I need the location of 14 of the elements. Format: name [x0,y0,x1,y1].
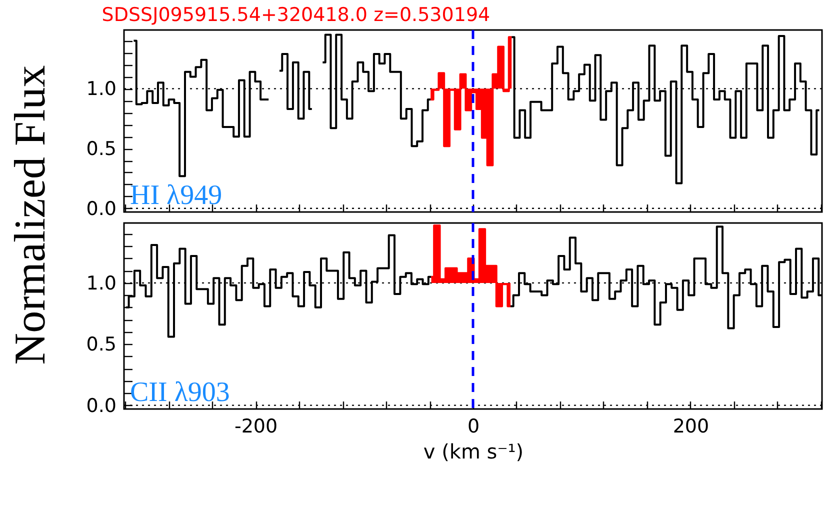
annotation: HI λ949 [130,180,222,211]
y-tick-label: 0.0 [86,198,116,220]
x-tick-label: 200 [672,416,710,438]
y-tick-label: 1.0 [86,272,116,294]
y-tick-label: 0.0 [86,394,116,417]
x-tick-label: 0 [467,416,480,438]
chart-title: SDSSJ095915.54+320418.0 z=0.530194 [102,4,490,26]
y-tick-label: 0.5 [86,138,116,160]
x-tick-label: -200 [234,416,278,438]
y-tick-label: 1.0 [86,78,116,100]
annotation: CII λ903 [130,377,230,408]
x-axis-title: v (km s⁻¹) [423,440,524,464]
y-axis-title: Normalized Flux [4,65,56,365]
y-tick-label: 0.5 [86,334,116,356]
